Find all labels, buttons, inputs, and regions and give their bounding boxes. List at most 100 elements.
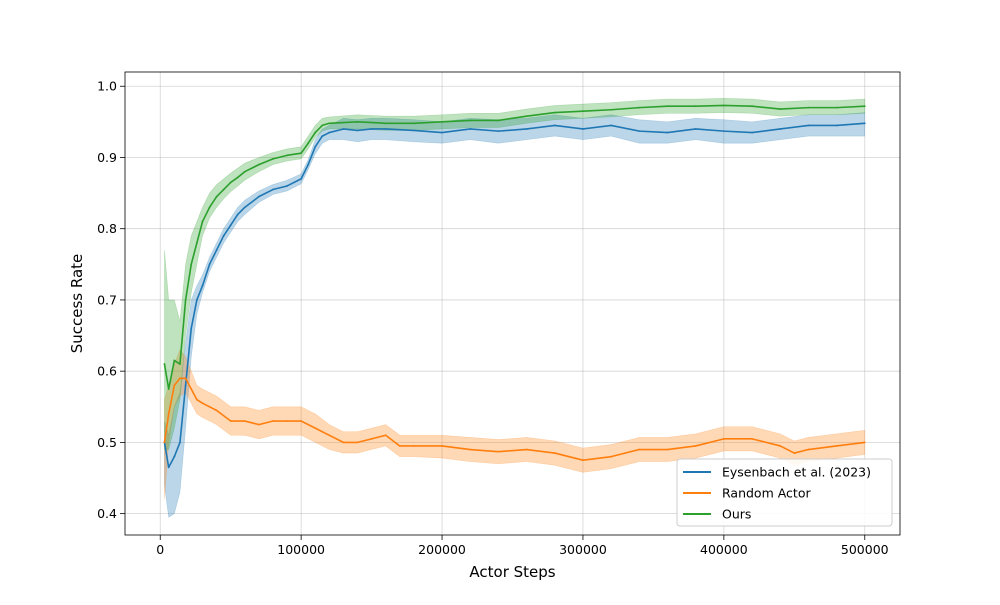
axis-ticks: 0 100000 200000 300000 400000 500000 0.4 0.5 0.6… [97,79,889,557]
data-point-eysenbach-et-al-2023 [779,128,782,130]
data-point-random-actor [215,409,218,412]
data-point-eysenbach-et-al-2023 [525,128,528,130]
legend: Eysenbach et al. (2023) Random Actor Ours [676,458,893,527]
series-lines [163,104,866,469]
data-point-random-actor [497,450,500,453]
data-point-random-actor [328,434,331,437]
data-point-eysenbach-et-al-2023 [342,128,345,130]
y-tick-label: 0.9 [97,150,117,165]
data-point-ours [384,122,387,125]
data-point-eysenbach-et-al-2023 [835,124,838,127]
data-point-eysenbach-et-al-2023 [195,299,198,301]
data-point-ours [243,170,246,173]
data-point-eysenbach-et-al-2023 [497,130,500,133]
data-point-ours [163,363,166,365]
data-point-random-actor [163,441,166,444]
data-point-eysenbach-et-al-2023 [215,249,218,251]
data-point-ours [807,106,810,109]
x-tick-label: 100000 [277,542,325,557]
data-point-random-actor [356,441,359,444]
data-point-ours [441,120,443,123]
data-point-eysenbach-et-al-2023 [208,263,211,266]
data-point-random-actor [863,441,866,444]
data-point-eysenbach-et-al-2023 [272,188,274,191]
data-point-ours [229,181,232,184]
x-tick-label: 400000 [700,542,748,557]
band-random-actor [164,349,866,500]
data-point-random-actor [694,445,697,447]
data-point-ours [779,108,782,110]
data-point-random-actor [582,459,584,462]
data-point-random-actor [469,448,472,451]
data-point-random-actor [525,448,528,451]
data-point-ours [666,105,669,108]
data-point-ours [328,122,331,125]
data-point-random-actor [300,420,303,422]
data-point-ours [553,111,556,114]
data-point-eysenbach-et-al-2023 [222,234,225,237]
data-point-eysenbach-et-al-2023 [582,128,584,130]
data-point-random-actor [229,420,232,422]
data-point-eysenbach-et-al-2023 [328,131,331,134]
data-point-random-actor [243,420,246,422]
data-point-eysenbach-et-al-2023 [863,122,866,125]
x-tick-label: 300000 [559,542,607,557]
data-point-ours [610,108,613,111]
data-point-random-actor [553,452,556,454]
data-point-random-actor [272,420,274,422]
data-point-random-actor [195,398,198,401]
data-point-ours [412,122,415,125]
x-tick-label: 0 [156,542,164,557]
y-tick-label: 0.8 [97,221,117,236]
data-point-random-actor [201,402,204,405]
data-point-random-actor [257,423,260,426]
data-point-ours [190,263,193,266]
data-point-eysenbach-et-al-2023 [638,130,641,133]
data-point-ours [300,152,303,155]
data-point-eysenbach-et-al-2023 [286,185,288,187]
data-point-ours [321,124,324,127]
data-point-eysenbach-et-al-2023 [179,441,181,444]
data-point-random-actor [779,445,782,447]
data-point-eysenbach-et-al-2023 [167,466,170,469]
plot-frame [124,71,901,536]
data-point-ours [863,105,866,108]
data-point-ours [195,242,198,244]
data-point-ours [751,105,753,108]
y-tick-label: 0.4 [97,506,117,521]
data-point-random-actor [610,455,613,458]
data-point-eysenbach-et-al-2023 [307,163,310,166]
data-point-eysenbach-et-al-2023 [257,195,260,198]
data-point-eysenbach-et-al-2023 [370,128,373,130]
data-point-eysenbach-et-al-2023 [229,224,232,227]
data-point-ours [201,220,204,223]
data-point-random-actor [384,434,387,437]
data-point-random-actor [722,437,725,440]
data-point-random-actor [184,377,187,380]
data-point-eysenbach-et-al-2023 [412,129,415,132]
data-point-eysenbach-et-al-2023 [722,130,725,133]
data-point-ours [272,158,274,160]
data-point-ours [257,163,260,166]
data-point-eysenbach-et-al-2023 [807,124,810,127]
data-point-eysenbach-et-al-2023 [243,206,246,209]
data-point-ours [236,176,239,179]
data-point-eysenbach-et-al-2023 [300,177,303,180]
y-tick-label: 1.0 [97,79,117,94]
data-point-random-actor [441,445,443,447]
data-point-random-actor [807,448,810,451]
data-point-random-actor [342,441,345,444]
data-point-ours [222,188,225,191]
data-point-eysenbach-et-al-2023 [236,213,239,216]
data-point-ours [167,388,170,390]
data-point-ours [208,206,211,209]
confidence-bands [164,98,866,518]
data-point-eysenbach-et-al-2023 [441,131,443,134]
data-point-random-actor [835,445,838,447]
data-point-eysenbach-et-al-2023 [201,284,204,287]
legend-label: Eysenbach et al. (2023) [722,465,871,480]
data-point-eysenbach-et-al-2023 [173,455,176,458]
legend-label: Ours [722,507,751,522]
